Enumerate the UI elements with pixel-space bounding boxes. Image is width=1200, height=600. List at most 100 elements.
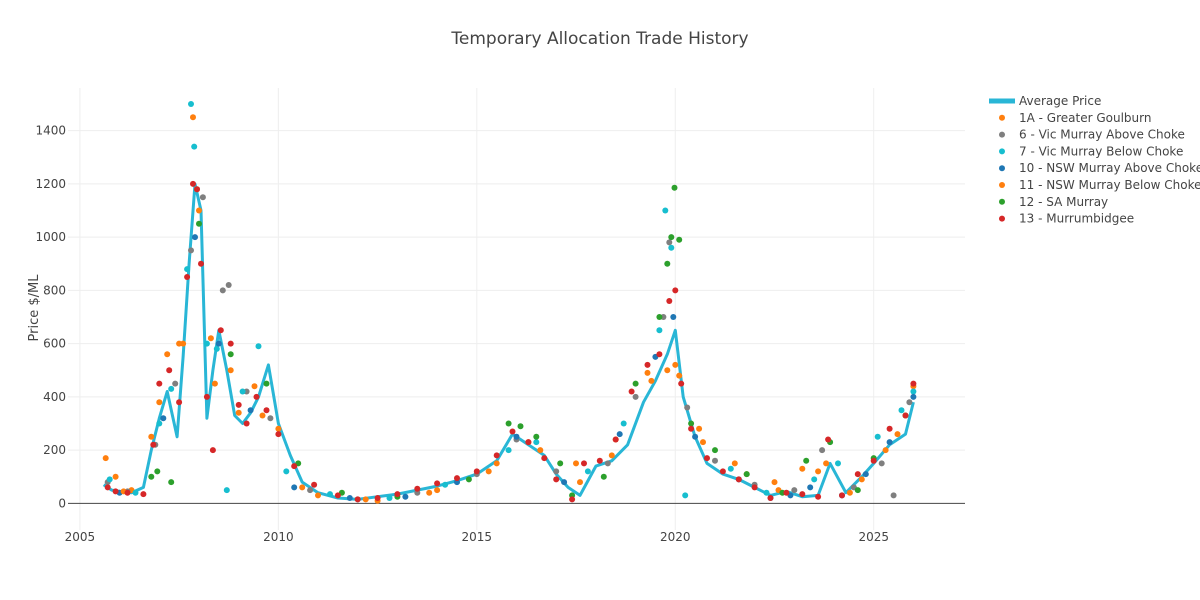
data-point <box>223 487 230 494</box>
data-point <box>140 491 147 498</box>
data-point <box>894 431 901 438</box>
data-point <box>676 236 683 243</box>
data-point <box>102 455 109 462</box>
data-point <box>668 244 675 251</box>
y-tick-label: 1200 <box>35 177 66 191</box>
data-point <box>825 436 832 443</box>
data-point <box>664 260 671 267</box>
y-tick-label: 0 <box>58 496 66 510</box>
data-point <box>569 496 576 503</box>
data-point <box>682 492 689 499</box>
x-tick-label: 2010 <box>263 530 294 544</box>
legend-item[interactable]: Average Price <box>989 94 1101 108</box>
data-point <box>862 471 869 478</box>
data-point <box>688 425 695 432</box>
data-point <box>910 393 917 400</box>
data-point <box>434 487 441 494</box>
data-point <box>334 492 341 499</box>
y-tick-label: 1400 <box>35 124 66 138</box>
data-point <box>225 282 232 288</box>
data-point <box>374 495 381 501</box>
data-point <box>839 492 845 499</box>
data-point <box>394 491 401 498</box>
data-point <box>751 484 758 491</box>
data-point <box>577 479 583 486</box>
data-point <box>846 489 853 496</box>
data-point <box>666 239 673 246</box>
data-point <box>194 186 200 193</box>
legend-item[interactable]: 10 - NSW Murray Above Choke <box>999 161 1200 175</box>
data-point <box>148 433 155 440</box>
data-point <box>835 460 841 467</box>
data-point <box>656 314 663 320</box>
data-point <box>154 468 161 475</box>
data-point <box>616 431 623 438</box>
data-point <box>112 488 119 495</box>
legend-item[interactable]: 7 - Vic Murray Below Choke <box>999 144 1183 158</box>
data-point <box>275 425 282 432</box>
data-point <box>188 247 194 254</box>
data-point <box>354 496 361 503</box>
data-point <box>612 436 619 443</box>
data-point <box>666 298 673 304</box>
data-point <box>199 194 206 201</box>
legend-marker-swatch <box>999 182 1005 188</box>
data-point <box>882 447 889 454</box>
data-point <box>485 468 492 475</box>
legend-item[interactable]: 6 - Vic Murray Above Choke <box>999 128 1185 142</box>
data-point <box>815 493 822 500</box>
data-point <box>517 423 524 430</box>
legend-marker-swatch <box>999 148 1005 155</box>
y-tick-label: 800 <box>43 283 66 297</box>
data-point <box>191 143 198 150</box>
data-point <box>644 361 651 368</box>
legend-label: 1A - Greater Goulburn <box>1019 111 1151 125</box>
data-point <box>712 447 718 454</box>
data-point <box>235 409 242 416</box>
legend-label: 6 - Vic Murray Above Choke <box>1019 128 1185 142</box>
legend-marker-swatch <box>999 215 1005 222</box>
data-point <box>584 468 591 475</box>
data-point <box>188 101 194 107</box>
data-point <box>874 433 881 440</box>
data-point <box>190 114 196 121</box>
data-point <box>807 484 814 491</box>
data-point <box>196 207 202 214</box>
data-point <box>910 380 917 387</box>
data-point <box>553 468 560 475</box>
data-point <box>148 473 155 480</box>
data-point <box>307 487 314 494</box>
data-point <box>767 495 774 501</box>
legend[interactable]: Average Price 1A - Greater Goulburn 6 - Vi… <box>989 94 1200 226</box>
data-point <box>656 327 663 334</box>
data-point <box>267 415 274 422</box>
data-point <box>217 327 224 334</box>
legend-item[interactable]: 13 - Murrumbidgee <box>999 212 1134 226</box>
data-point <box>811 476 818 483</box>
legend-item[interactable]: 1A - Greater Goulburn <box>999 111 1151 125</box>
data-point <box>247 407 254 414</box>
data-point <box>176 399 183 406</box>
data-point <box>239 388 246 395</box>
data-point <box>124 489 131 496</box>
data-point <box>414 485 421 492</box>
legend-marker-swatch <box>999 198 1005 205</box>
data-point <box>505 420 512 427</box>
data-point <box>203 393 210 400</box>
data-point <box>219 287 226 294</box>
data-point <box>791 487 798 494</box>
data-point <box>251 383 258 390</box>
legend-label: 13 - Murrumbidgee <box>1019 212 1134 226</box>
data-point <box>227 367 234 374</box>
data-point <box>823 460 830 467</box>
legend-label: Average Price <box>1019 94 1101 108</box>
data-point <box>870 457 877 464</box>
legend-item[interactable]: 11 - NSW Murray Below Choke <box>999 178 1200 192</box>
data-point <box>662 207 669 214</box>
data-point <box>253 393 260 400</box>
legend-item[interactable]: 12 - SA Murray <box>999 195 1108 209</box>
y-tick-label: 400 <box>43 390 66 404</box>
x-tick-label: 2005 <box>65 530 96 544</box>
legend-marker-swatch <box>999 131 1005 138</box>
data-point <box>902 412 909 419</box>
